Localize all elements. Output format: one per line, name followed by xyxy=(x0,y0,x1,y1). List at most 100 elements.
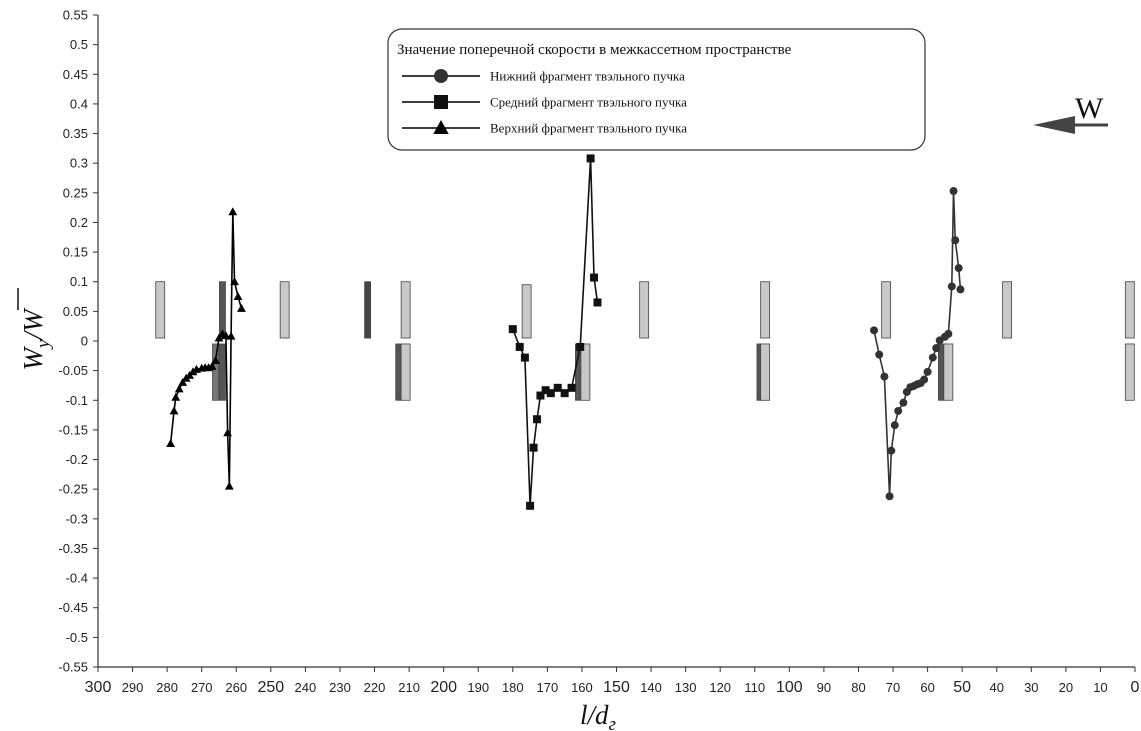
data-point-circle xyxy=(947,282,956,291)
data-point-triangle xyxy=(221,331,231,340)
y-tick-label: -0.25 xyxy=(58,482,88,497)
x-tick-label: 10 xyxy=(1093,680,1107,695)
data-point-circle xyxy=(887,446,896,455)
y-tick-label: -0.45 xyxy=(58,600,88,615)
y-tick-labels: 0.55 0.5 0.45 0.4 0.35 0.3 0.25 0.2 0.15 0.1 0.05 0… xyxy=(58,8,98,675)
legend-title: Значение поперечной скорости в межкассет… xyxy=(397,42,792,58)
y-tick-label: -0.05 xyxy=(58,363,88,378)
series-triangle xyxy=(166,207,246,490)
flow-label: W xyxy=(1075,92,1104,125)
spacer-bar xyxy=(1124,281,1135,339)
x-tick-label: 110 xyxy=(744,680,765,695)
spacer-bar xyxy=(279,281,290,339)
data-point-circle xyxy=(920,375,929,384)
x-axis-label-main: l/d xyxy=(580,700,609,730)
legend-marker-circle xyxy=(434,69,448,83)
spacer-bar xyxy=(219,343,226,401)
data-point-triangle xyxy=(230,277,239,286)
x-tick-label: 260 xyxy=(225,680,247,695)
y-tick-label: -0.15 xyxy=(58,422,88,437)
data-point-square xyxy=(576,342,585,351)
x-tick-label: 270 xyxy=(191,680,213,695)
data-point-square xyxy=(532,415,541,424)
series-square xyxy=(508,154,602,510)
flow-arrow-icon xyxy=(1033,116,1075,134)
data-point-square xyxy=(508,325,517,334)
data-point-circle xyxy=(949,187,958,196)
spacer-bar xyxy=(400,281,411,339)
x-tick-label: 50 xyxy=(953,679,971,696)
y-tick-label: 0.15 xyxy=(63,245,88,260)
legend-marker-triangle xyxy=(433,120,449,134)
y-tick-label: -0.35 xyxy=(58,541,88,556)
x-axis-label-sub: г xyxy=(609,714,616,731)
x-tick-label: 130 xyxy=(675,680,697,695)
data-point-triangle xyxy=(169,406,179,415)
x-tick-label: 280 xyxy=(156,680,178,695)
legend-marker-square xyxy=(434,95,448,109)
y-axis-label-den: W xyxy=(18,307,48,332)
y-tick-label: 0.2 xyxy=(70,215,88,230)
legend-entries: Нижний фрагмент твэльного пучка Средний ф… xyxy=(402,69,687,136)
x-tick-label: 80 xyxy=(851,680,865,695)
data-point-circle xyxy=(880,372,889,381)
x-tick-label: 250 xyxy=(257,679,284,696)
x-tick-label: 120 xyxy=(709,680,731,695)
x-tick-label: 190 xyxy=(467,680,489,695)
legend-box xyxy=(387,28,926,151)
data-point-circle xyxy=(932,344,941,353)
y-axis-label-sub: y xyxy=(33,339,54,350)
x-tick-label: 210 xyxy=(398,680,420,695)
y-tick-label: 0.55 xyxy=(63,8,88,23)
data-point-circle xyxy=(894,406,903,415)
y-tick-label: 0.1 xyxy=(70,274,88,289)
data-point-triangle xyxy=(211,356,220,364)
x-tick-label: 300 xyxy=(85,679,112,696)
spacer-bar xyxy=(639,281,650,339)
data-point-triangle xyxy=(233,291,243,300)
spacer-bar xyxy=(400,343,411,401)
x-tick-label: 40 xyxy=(989,680,1003,695)
spacer-bar xyxy=(212,343,219,401)
spacer-bars xyxy=(155,281,1135,401)
x-tick-labels: 300 290 280 270 260 250 240 230 220 210 200 190 180 1… xyxy=(85,667,1140,696)
data-point-triangle xyxy=(226,331,236,340)
legend: Значение поперечной скорости в межкассет… xyxy=(387,28,926,151)
data-point-triangle xyxy=(214,333,224,342)
data-point-square xyxy=(541,386,550,395)
legend-entry-label: Средний фрагмент твэльного пучка xyxy=(490,95,687,110)
x-tick-label: 240 xyxy=(295,680,317,695)
data-point-circle xyxy=(944,329,953,338)
y-tick-label: 0.25 xyxy=(63,185,88,200)
y-tick-label: 0 xyxy=(81,334,88,349)
spacer-bar xyxy=(760,281,771,339)
data-point-square xyxy=(546,389,555,398)
spacer-bar xyxy=(943,343,954,401)
data-point-triangle xyxy=(207,361,217,370)
x-tick-label: 180 xyxy=(502,680,524,695)
flow-direction-indicator: W xyxy=(1033,92,1108,134)
y-tick-label: 0.3 xyxy=(70,156,88,171)
data-point-square xyxy=(529,443,538,452)
x-tick-label: 140 xyxy=(640,680,662,695)
data-point-triangle xyxy=(166,438,175,447)
spacer-bar xyxy=(364,281,372,339)
spacer-bar xyxy=(1002,281,1013,339)
spacer-bar xyxy=(1124,343,1135,401)
y-axis-label-main: W xyxy=(18,345,48,370)
legend-entry-label: Верхний фрагмент твэльного пучка xyxy=(490,121,687,136)
x-tick-label: 30 xyxy=(1024,680,1038,695)
data-point-circle xyxy=(890,421,899,430)
x-axis-label: l/dг xyxy=(580,700,616,731)
spacer-bar xyxy=(580,343,591,401)
data-point-circle xyxy=(928,353,937,362)
spacer-bar xyxy=(521,284,532,339)
x-tick-label: 150 xyxy=(603,679,630,696)
y-tick-label: -0.1 xyxy=(66,393,88,408)
series-circle xyxy=(870,187,965,501)
data-point-triangle xyxy=(228,207,238,216)
data-point-triangle xyxy=(178,377,188,386)
y-axis-label: Wy/W xyxy=(17,288,54,370)
series-group xyxy=(166,154,965,510)
y-tick-label: 0.35 xyxy=(63,126,88,141)
